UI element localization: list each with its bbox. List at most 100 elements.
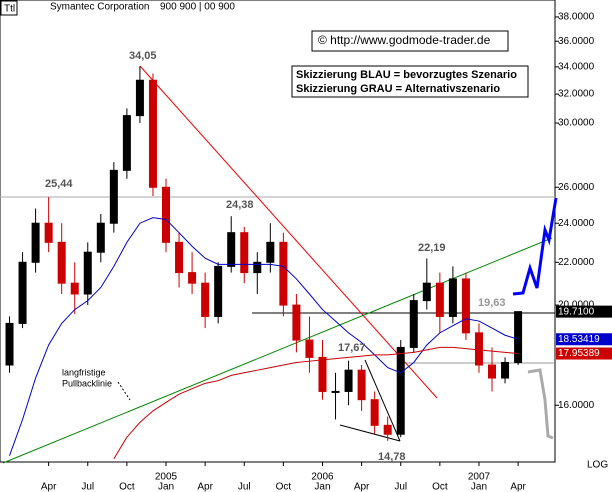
y-tick-label: 32.0000: [558, 89, 595, 100]
annotation: 19,63: [478, 297, 506, 309]
x-tick-label: Jul: [394, 482, 407, 492]
annotation: 22,19: [418, 242, 446, 254]
x-tick-label: Jan: [158, 482, 174, 492]
x-tick-label: Apr: [197, 482, 213, 492]
x-tick-label: Jan: [314, 482, 330, 492]
last-price: 19.7100: [558, 306, 595, 317]
candle-body: [344, 369, 353, 392]
candle-body: [448, 278, 457, 317]
candle-body: [292, 304, 301, 341]
symbol: Ttl: [4, 4, 15, 15]
candle-body: [383, 424, 392, 435]
annotation: 25,44: [45, 178, 73, 190]
copyright: © http://www.godmode-trader.de: [318, 33, 491, 47]
annotation: 14,78: [378, 451, 406, 463]
downtrend-line: [139, 65, 438, 399]
x-tick-label: Jul: [81, 482, 94, 492]
x-tick-label: Oct: [432, 482, 448, 492]
candle-body: [266, 241, 275, 263]
x-tick-label: Jan: [471, 482, 487, 492]
y-tick-label: 34.0000: [558, 61, 595, 72]
candle-body: [501, 361, 510, 379]
candle-body: [5, 322, 14, 366]
candle-body: [409, 300, 418, 348]
wedge-line: [339, 424, 401, 442]
candle-body: [474, 332, 483, 366]
candle-body: [135, 79, 144, 117]
candle-body: [122, 115, 131, 171]
annotation: langfristige: [62, 367, 106, 377]
y-tick-label: 36.0000: [558, 36, 595, 47]
year-label: 2005: [155, 472, 178, 483]
scenario-blue: [512, 197, 558, 296]
candle-body: [31, 222, 40, 263]
legend-line: Skizzierung GRAU = Alternativszenario: [296, 83, 500, 95]
header-codes: 900 900 | 00 900: [160, 2, 235, 13]
y-tick-label: 20.0000: [558, 300, 595, 311]
candle-body: [70, 282, 79, 295]
candle-body: [214, 265, 223, 317]
candle-body: [396, 346, 405, 435]
moving-average: [9, 217, 519, 456]
ma-price-box: [556, 347, 612, 360]
x-tick-label: Apr: [354, 482, 370, 492]
candle-body: [109, 169, 118, 224]
candle-body: [253, 261, 262, 274]
last-price-box: [556, 305, 612, 318]
x-tick-label: Apr: [510, 482, 526, 492]
x-tick-label: Oct: [276, 482, 292, 492]
y-tick-label: 38.0000: [558, 12, 595, 23]
candle-body: [44, 222, 53, 243]
candle-body: [96, 222, 105, 253]
candle-body: [83, 251, 92, 295]
copyright-box: [311, 30, 509, 52]
instrument-name: Symantec Corporation: [50, 2, 150, 13]
wedge-line: [364, 359, 401, 442]
y-tick-label: 16.0000: [558, 400, 595, 411]
candle-body: [422, 282, 431, 302]
candle-body: [175, 241, 184, 274]
candle-body: [318, 356, 327, 392]
candle-body: [240, 232, 249, 274]
candle-body: [162, 186, 171, 243]
y-tick-label: 26.0000: [558, 182, 595, 193]
scenario-grey: [527, 368, 554, 440]
candle-body: [461, 278, 470, 334]
candle-body: [148, 79, 157, 188]
x-tick-label: Apr: [41, 482, 57, 492]
candle-body: [370, 399, 379, 426]
annotation: Pullbacklinie: [62, 378, 112, 388]
candle-body: [305, 339, 314, 358]
pullback-line: [2, 237, 553, 464]
candle-body: [488, 364, 497, 379]
ma-price-box: [556, 333, 612, 346]
candle-body: [357, 369, 366, 401]
log-label: LOG: [587, 460, 608, 471]
x-tick-label: Jul: [238, 482, 251, 492]
candle-body: [188, 272, 197, 284]
annotation: 24,38: [226, 199, 254, 211]
x-tick-label: Oct: [119, 482, 135, 492]
annotation: 17,67: [338, 342, 366, 354]
legend-line: Skizzierung BLAU = bevorzugtes Szenario: [296, 69, 517, 81]
ma-price: 18.53419: [558, 334, 600, 345]
annotation: 34,05: [129, 50, 157, 62]
candle-body: [227, 232, 236, 267]
legend-box: [291, 65, 529, 98]
candle-body: [57, 241, 66, 284]
y-tick-label: 24.0000: [558, 218, 595, 229]
year-label: 2006: [311, 472, 334, 483]
y-tick-label: 30.0000: [558, 118, 595, 129]
year-label: 2007: [468, 472, 491, 483]
symbol-box: [0, 0, 18, 16]
ma-price: 17.95389: [558, 348, 600, 359]
candle-body: [201, 282, 210, 317]
candle-body: [514, 311, 523, 363]
candle-body: [435, 282, 444, 317]
candle-body: [331, 390, 340, 393]
moving-average: [113, 346, 519, 460]
candle-body: [279, 241, 288, 306]
y-tick-label: 22.0000: [558, 257, 595, 268]
